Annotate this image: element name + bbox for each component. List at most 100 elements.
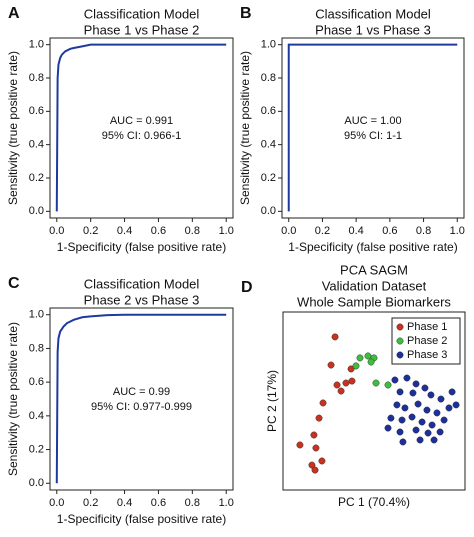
y-tick-label: 0.0	[261, 205, 276, 217]
chart-title: Classification Model	[315, 6, 431, 21]
point	[403, 374, 411, 382]
y-tick-label: 0.8	[261, 72, 276, 84]
point	[318, 457, 326, 465]
point	[333, 381, 341, 389]
x-tick-label: 0.4	[348, 225, 363, 237]
point	[347, 365, 355, 373]
legend-marker	[396, 351, 404, 359]
point	[428, 421, 436, 429]
point	[398, 416, 406, 424]
x-tick-label: 0.8	[416, 225, 431, 237]
x-tick-label: 1.0	[219, 225, 234, 237]
point	[384, 381, 392, 389]
y-tick-label: 0.4	[29, 139, 44, 151]
point	[414, 400, 422, 408]
point	[436, 428, 444, 436]
point	[445, 404, 453, 412]
y-tick-label: 1.0	[29, 309, 44, 321]
y-tick-label: 0.6	[261, 105, 276, 117]
point	[308, 461, 316, 469]
y-tick-label: 0.6	[29, 105, 44, 117]
point	[452, 401, 460, 409]
point	[399, 438, 407, 446]
point	[348, 377, 356, 385]
y-tick-label: 0.0	[29, 477, 44, 489]
y-tick-label: 0.8	[29, 72, 44, 84]
x-tick-label: 0.6	[151, 497, 166, 509]
y-tick-label: 0.0	[29, 205, 44, 217]
annotation: AUC = 0.991	[110, 115, 173, 127]
chart-title: PCA SAGM	[340, 262, 408, 277]
y-tick-label: 0.2	[261, 172, 276, 184]
chart-title: Classification Model	[84, 6, 200, 21]
point	[423, 406, 431, 414]
y-tick-label: 1.0	[29, 39, 44, 51]
x-tick-label: 0.0	[49, 225, 64, 237]
point	[327, 361, 335, 369]
y-tick-label: 1.0	[261, 39, 276, 51]
panel-label: B	[240, 5, 252, 22]
point	[430, 436, 438, 444]
y-tick-label: 0.6	[29, 376, 44, 388]
x-tick-label: 0.2	[83, 225, 98, 237]
annotation: AUC = 0.99	[113, 386, 170, 398]
panel-label: A	[8, 5, 20, 22]
x-tick-label: 0.2	[83, 497, 98, 509]
y-axis-label: PC 2 (17%)	[265, 370, 279, 432]
y-tick-label: 0.4	[261, 139, 276, 151]
annotation: 95% CI: 1-1	[344, 130, 402, 142]
y-axis-label: Sensitivity (true positive rate)	[6, 51, 20, 205]
point	[396, 388, 404, 396]
x-tick-label: 0.4	[117, 225, 132, 237]
legend-label: Phase 1	[407, 321, 447, 333]
point	[337, 387, 345, 395]
point	[367, 358, 375, 366]
y-tick-label: 0.8	[29, 342, 44, 354]
chart-title: Phase 1 vs Phase 2	[84, 22, 200, 37]
chart-title: Validation Dataset	[322, 278, 427, 293]
point	[427, 391, 435, 399]
chart-title: Phase 1 vs Phase 3	[315, 22, 431, 37]
x-axis-label: 1-Specificity (false positive rate)	[57, 240, 226, 254]
x-tick-label: 0.6	[382, 225, 397, 237]
legend-marker	[396, 337, 404, 345]
y-axis-label: Sensitivity (true positive rate)	[6, 322, 20, 476]
point	[319, 399, 327, 407]
x-tick-label: 0.0	[281, 225, 296, 237]
point	[396, 428, 404, 436]
point	[412, 426, 420, 434]
roc-curve	[55, 313, 227, 484]
y-tick-label: 0.2	[29, 443, 44, 455]
x-tick-label: 1.0	[450, 225, 465, 237]
point	[412, 380, 420, 388]
point	[393, 401, 401, 409]
x-axis-label: 1-Specificity (false positive rate)	[57, 512, 226, 526]
point	[409, 389, 417, 397]
point	[418, 418, 426, 426]
point	[408, 413, 416, 421]
x-axis-label: 1-Specificity (false positive rate)	[288, 240, 457, 254]
point	[416, 436, 424, 444]
point	[311, 466, 319, 474]
point	[424, 429, 432, 437]
legend-marker	[396, 323, 404, 331]
point	[352, 362, 360, 370]
annotation: 95% CI: 0.966-1	[102, 130, 182, 142]
roc-curve	[55, 43, 227, 212]
panel-label: C	[8, 275, 20, 292]
plot-frame	[49, 37, 234, 219]
point	[448, 388, 456, 396]
y-tick-label: 0.2	[29, 172, 44, 184]
point	[331, 333, 339, 341]
x-tick-label: 0.2	[315, 225, 330, 237]
annotation: 95% CI: 0.977-0.999	[91, 401, 192, 413]
y-axis-label: Sensitivity (true positive rate)	[238, 51, 252, 205]
x-tick-label: 0.8	[185, 497, 200, 509]
roc-curve	[287, 43, 458, 212]
plot-frame	[49, 307, 234, 491]
plot-frame	[282, 311, 466, 491]
point	[384, 424, 392, 432]
chart-title: Whole Sample Biomarkers	[297, 294, 451, 309]
x-tick-label: 0.8	[185, 225, 200, 237]
x-tick-label: 1.0	[219, 497, 234, 509]
